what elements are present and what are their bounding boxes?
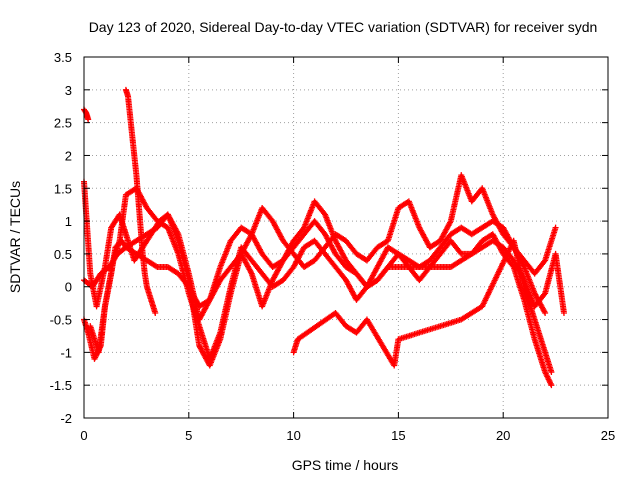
data-points [81, 86, 567, 389]
data-point [153, 263, 160, 270]
y-axis-label: SDTVAR / TECUs [7, 181, 23, 293]
y-tick-label: -1.5 [50, 378, 72, 393]
y-tick-label: 1 [65, 214, 72, 229]
y-tick-label: -2 [60, 411, 72, 426]
x-tick-label: 25 [601, 428, 615, 443]
series-trace-3 [87, 185, 555, 389]
y-tick-label: 3.5 [54, 50, 72, 65]
y-tick-label: 3 [65, 83, 72, 98]
x-tick-label: 0 [80, 428, 87, 443]
grid-lines [84, 57, 608, 418]
x-tick-label: 15 [391, 428, 405, 443]
x-axis-label: GPS time / hours [292, 457, 399, 473]
series-trace-5 [122, 86, 159, 316]
y-tick-label: 0 [65, 280, 72, 295]
data-point [542, 309, 549, 316]
y-tick-label: 0.5 [54, 247, 72, 262]
series-trace-7 [290, 237, 555, 376]
x-tick-label: 20 [496, 428, 510, 443]
chart-title: Day 123 of 2020, Sidereal Day-to-day VTE… [89, 19, 598, 35]
y-tick-label: -0.5 [50, 313, 72, 328]
data-point [548, 382, 555, 389]
y-tick-label: -1 [60, 345, 72, 360]
y-tick-label: 1.5 [54, 181, 72, 196]
plot-frame [83, 56, 609, 419]
y-tick-label: 2 [65, 148, 72, 163]
series-trace-4 [81, 172, 559, 310]
y-tick-label: 2.5 [54, 116, 72, 131]
x-tick-label: 10 [286, 428, 300, 443]
data-point [85, 116, 92, 123]
data-point [552, 224, 559, 231]
x-tick-label: 5 [185, 428, 192, 443]
data-point [152, 309, 159, 316]
series-trace-6 [81, 106, 92, 123]
data-point [548, 369, 555, 376]
data-point [560, 309, 567, 316]
series-trace-2 [81, 178, 549, 369]
axis-ticks: 0 5 10 15 20 25 -2 -1.5 -1 -0.5 0 0.5 1 1.5 2 2.5 3 3.5 [50, 50, 616, 443]
